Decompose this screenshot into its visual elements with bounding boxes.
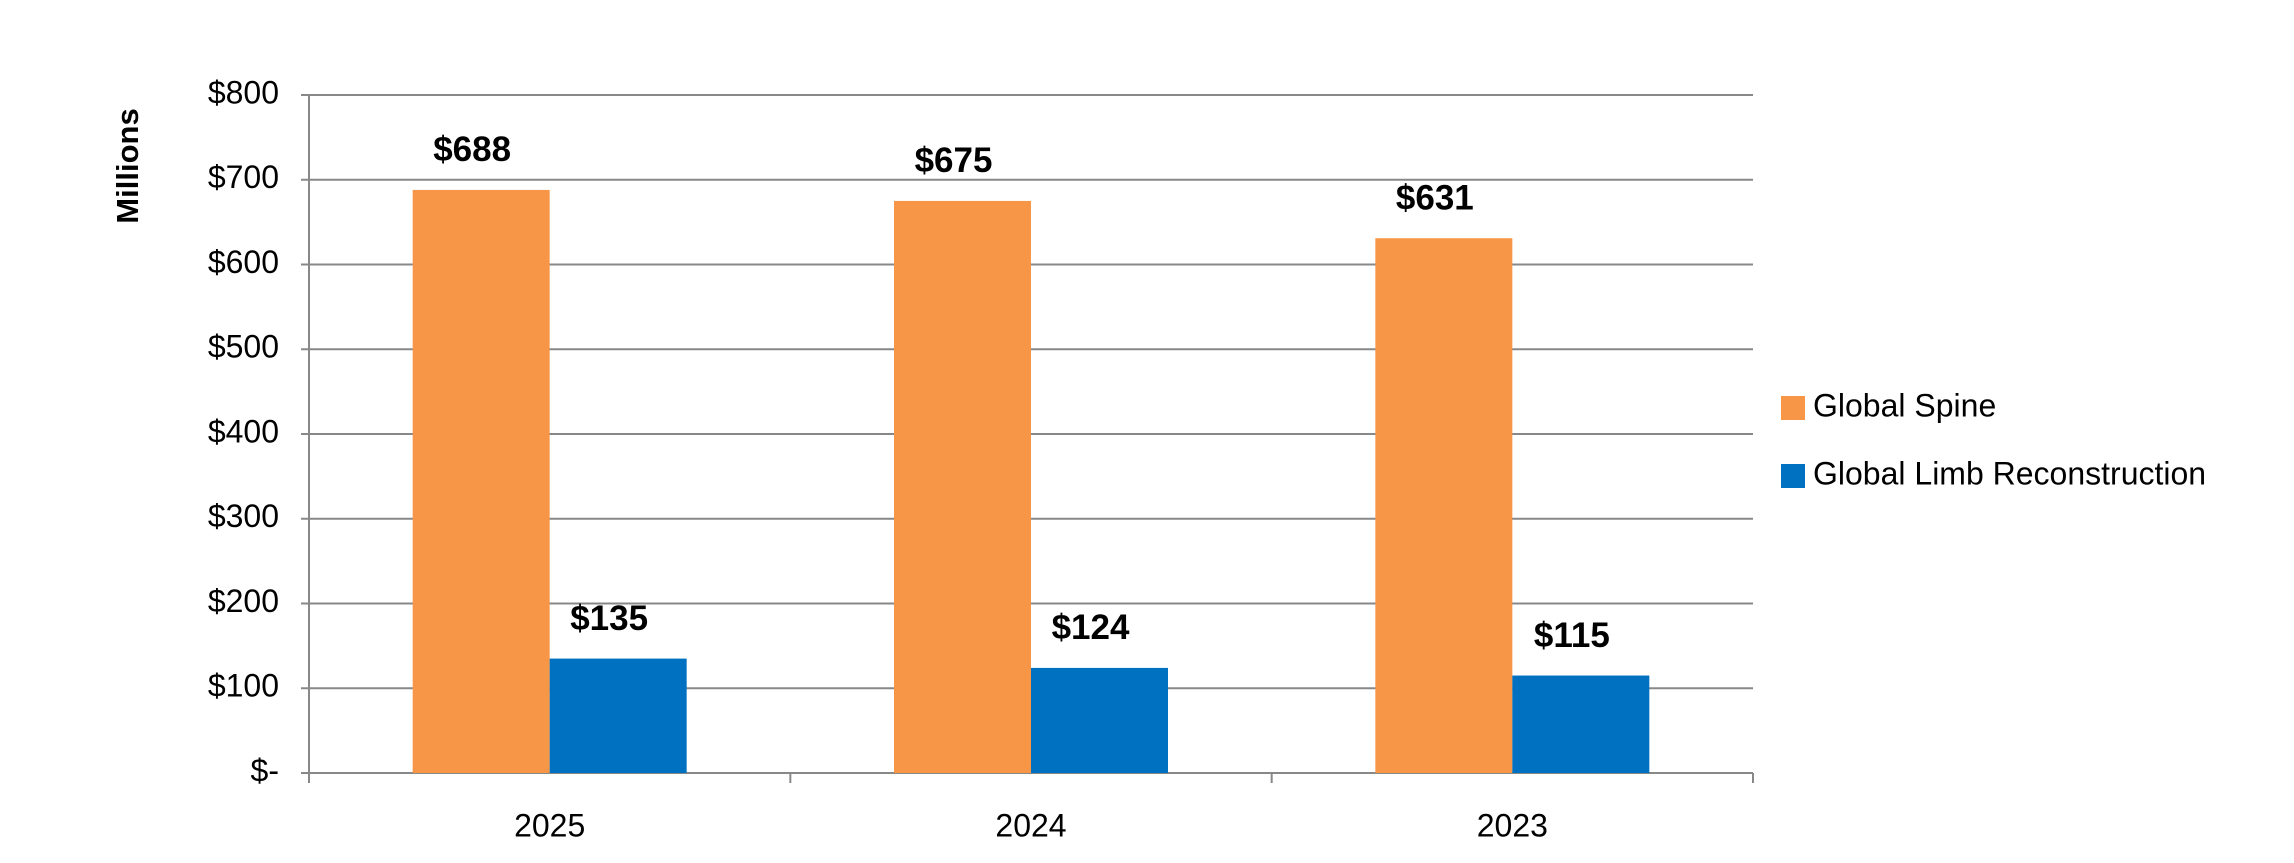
bar bbox=[1031, 667, 1168, 773]
value-label: $675 bbox=[915, 141, 993, 180]
y-tick-label: $800 bbox=[208, 74, 279, 110]
x-tick-label: 2024 bbox=[995, 807, 1066, 843]
legend-label: Global Limb Reconstruction bbox=[1813, 455, 2206, 491]
bar bbox=[894, 200, 1031, 773]
value-label: $631 bbox=[1396, 178, 1474, 217]
value-label: $688 bbox=[433, 130, 511, 169]
bar bbox=[1375, 238, 1513, 774]
legend-swatch bbox=[1781, 396, 1805, 420]
bar bbox=[1512, 675, 1650, 773]
y-axis-label: Millions bbox=[110, 108, 145, 223]
y-tick-label: $600 bbox=[208, 244, 279, 280]
bar bbox=[412, 189, 550, 774]
x-tick-label: 2025 bbox=[514, 807, 585, 843]
legend-swatch bbox=[1781, 464, 1805, 488]
y-tick-label: $700 bbox=[208, 159, 279, 195]
value-label: $135 bbox=[570, 599, 648, 638]
x-tick-label: 2023 bbox=[1477, 807, 1548, 843]
legend-label: Global Spine bbox=[1813, 387, 1996, 423]
y-tick-label: $300 bbox=[208, 498, 279, 534]
bar bbox=[549, 658, 687, 773]
y-tick-label: $- bbox=[251, 752, 279, 788]
y-tick-label: $200 bbox=[208, 583, 279, 619]
value-label: $115 bbox=[1534, 616, 1610, 655]
y-tick-label: $400 bbox=[208, 413, 279, 449]
y-tick-label: $100 bbox=[208, 668, 279, 704]
value-label: $124 bbox=[1052, 608, 1130, 647]
y-tick-label: $500 bbox=[208, 329, 279, 365]
